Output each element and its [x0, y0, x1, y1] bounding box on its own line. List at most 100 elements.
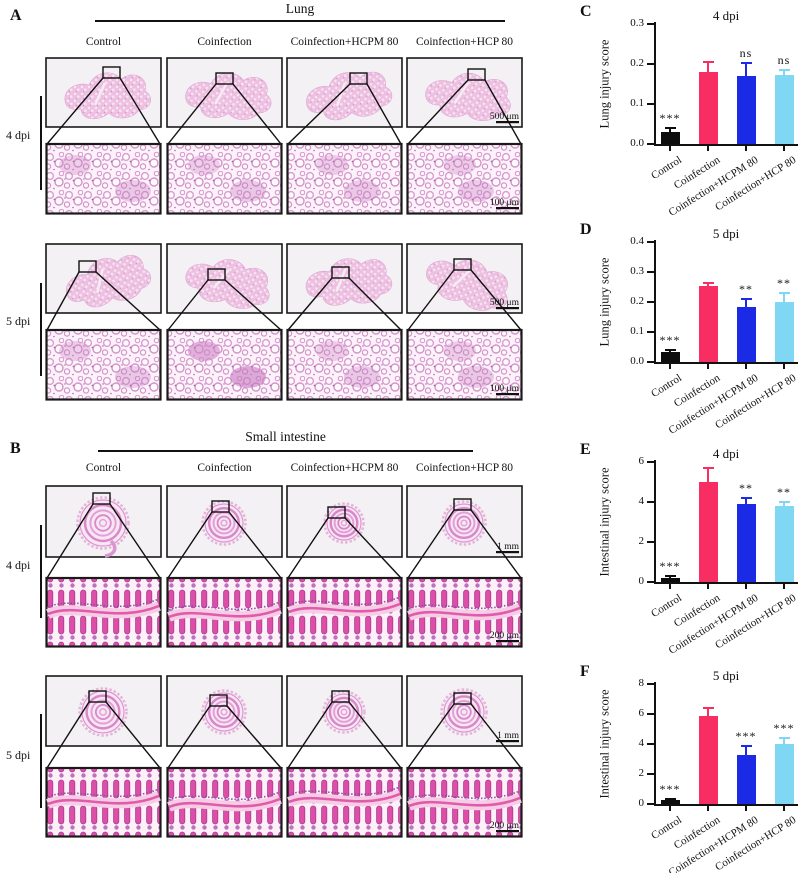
y-tick-label: 4: [638, 737, 645, 749]
y-axis-line: [654, 240, 656, 364]
x-tick: [745, 584, 747, 589]
y-tick-label: 0.2: [630, 57, 644, 69]
connector-line: [46, 701, 90, 769]
bar: [774, 744, 794, 804]
panel-letter-d: D: [580, 221, 592, 238]
scale-bar-label: 100 μm: [490, 384, 520, 394]
error-bar-stem: [745, 61, 747, 78]
y-tick-label: 0.3: [630, 265, 644, 277]
y-tick: [647, 143, 654, 145]
connector-line: [287, 701, 333, 769]
y-tick-label: 0: [638, 575, 645, 587]
error-bar-cap: [702, 60, 714, 63]
row-label-b-5dpi: 5 dpi: [6, 748, 31, 762]
bar: [736, 504, 756, 582]
x-axis-line: [654, 582, 798, 584]
significance-label: **: [739, 481, 753, 495]
scale-bar-label: 100 μm: [490, 198, 520, 208]
y-tick-label: 0.2: [630, 295, 644, 307]
histology-cell: [45, 675, 162, 838]
scale-bar: [496, 393, 519, 396]
intestine-tissue: [201, 689, 247, 735]
histology-cell: 1 mm 200 μm: [406, 675, 523, 838]
scale-bar: [496, 640, 519, 643]
connector-line: [407, 79, 469, 145]
error-bar-cap: [664, 127, 676, 130]
panel-b-title-underline: [98, 450, 473, 452]
bar: [660, 132, 680, 144]
connector-line: [407, 703, 455, 769]
panel-b-title: Small intestine: [245, 429, 326, 444]
connector-line: [95, 271, 161, 331]
y-tick-label: 0: [638, 797, 645, 809]
histology-cell: [286, 485, 403, 648]
inset-marker: [102, 66, 121, 79]
panel-b-column-header: Coinfection+HCPM 80: [290, 462, 399, 474]
histology-column-b-2: [286, 485, 403, 648]
bar: [698, 716, 718, 804]
scale-bar: [496, 551, 519, 554]
y-tick: [647, 103, 654, 105]
connector-line: [119, 77, 161, 145]
error-bar-cap: [740, 298, 752, 301]
error-bar-stem: [669, 348, 671, 354]
lung-tissue: [425, 72, 511, 121]
connector-line: [232, 83, 282, 145]
y-tick-label: 2: [638, 535, 645, 547]
y-tick-label: 6: [638, 455, 645, 467]
y-tick: [647, 241, 654, 243]
y-tick: [647, 331, 654, 333]
inset-marker: [211, 500, 230, 513]
bar: [774, 506, 794, 582]
panel-a-column-header: Coinfection+HCP 80: [415, 36, 514, 48]
panel-b-column-header: Coinfection: [197, 462, 252, 474]
connector-line: [167, 705, 211, 769]
x-tick: [745, 806, 747, 811]
y-tick-label: 0.0: [630, 355, 644, 367]
error-bar-stem: [707, 281, 709, 288]
significance-label: ns: [739, 45, 753, 60]
error-bar-stem: [707, 706, 709, 719]
bar: [698, 482, 718, 582]
error-bar-cap: [664, 575, 676, 577]
y-tick: [647, 63, 654, 65]
significance-label: ***: [659, 111, 681, 126]
inset-marker: [327, 506, 346, 519]
x-tick: [669, 146, 671, 151]
scale-bar-label: 1 mm: [497, 542, 520, 552]
scale-bar-label: 500 μm: [490, 298, 520, 308]
y-tick: [647, 501, 654, 503]
connector-line: [407, 509, 455, 579]
error-bar-stem: [669, 575, 671, 580]
lung-tissue: [65, 254, 152, 308]
inset-marker: [209, 694, 228, 707]
y-tick: [647, 301, 654, 303]
y-tick: [647, 541, 654, 543]
chart-title: 5 dpi: [712, 226, 740, 241]
error-bar-cap: [664, 798, 676, 801]
inset-marker: [88, 690, 107, 703]
error-bar-cap: [702, 281, 714, 284]
histology-column-b-1: [166, 485, 283, 648]
y-tick-label: 0.1: [630, 325, 644, 337]
error-bar-stem: [707, 60, 709, 74]
chart-panel-D: D 5 dpi Lung injury score 0.0 0.1 0.2 0.3 0.4 **…: [578, 221, 800, 437]
inset-marker: [92, 492, 111, 505]
significance-label: ns: [777, 53, 791, 68]
lung-tissue: [306, 71, 393, 121]
inset-marker: [453, 258, 472, 271]
inset-marker: [207, 268, 226, 281]
bar: [698, 72, 718, 144]
error-bar-cap: [702, 706, 714, 709]
panel-a-column-header: Coinfection+HCPM 80: [290, 36, 399, 48]
y-tick: [647, 271, 654, 273]
x-tick: [745, 364, 747, 369]
x-tick: [707, 584, 709, 589]
bar: [660, 351, 680, 362]
error-bar-cap: [778, 737, 790, 740]
inset-marker: [453, 498, 472, 511]
histology-cell: [286, 675, 403, 838]
histology-cell: [166, 675, 283, 838]
